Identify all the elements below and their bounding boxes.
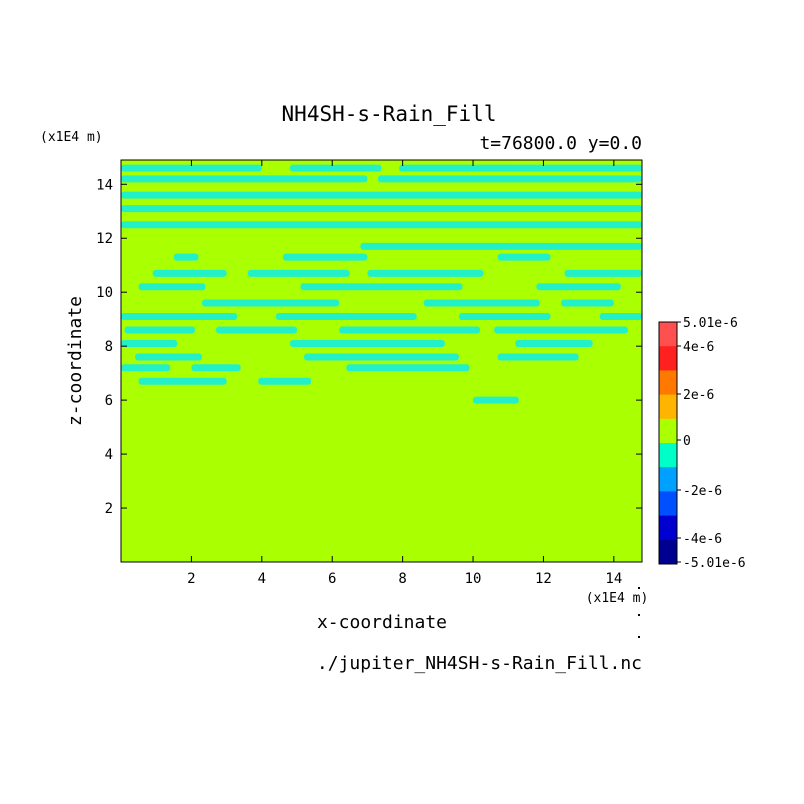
contour-band [282,253,368,261]
contour-band [536,283,621,291]
y-tick-label: 12 [96,231,113,247]
colorbar-segment [659,394,677,420]
plot-area [121,160,642,562]
contour-band [121,312,238,320]
y-axis-label: z-coordinate [65,296,86,426]
y-tick-label: 8 [105,339,113,355]
y-unit-label: (x1E4 m) [40,130,103,145]
contour-band [564,269,642,277]
contour-band [515,339,593,347]
colorbar-label: 4e-6 [683,340,714,355]
contour-bands [121,164,642,404]
colorbar-segment [659,370,677,396]
chart-title: NH4SH-s-Rain_Fill [282,102,497,126]
colorbar-segment [659,491,677,517]
contour-band [121,175,368,183]
contour-band [289,164,382,172]
contour-band [494,326,628,334]
file-name-label: ./jupiter_NH4SH-s-Rain_Fill.nc [317,653,642,674]
contour-band [423,299,540,307]
contour-band [121,221,642,229]
contour-band [121,339,178,347]
contour-band [289,339,445,347]
colorbar-label: 5.01e-6 [683,316,738,331]
contour-band [121,191,642,199]
y-axis: 2 4 6 8 10 12 14 [96,177,642,517]
x-unit-label: (x1E4 m) [586,591,649,606]
contour-band [377,175,642,183]
contour-band [599,312,642,320]
colorbar-segment [659,346,677,371]
y-tick-label: 14 [96,177,113,193]
corner-mark [638,636,640,638]
colorbar-label: -4e-6 [683,532,722,547]
colorbar-label: -2e-6 [683,484,722,499]
contour-band [124,326,195,334]
colorbar-frame [658,321,678,565]
contour-band [304,353,459,361]
colorbar-label: 2e-6 [683,388,714,403]
contour-band [173,253,199,261]
x-tick-label: 12 [535,571,552,587]
contour-band [201,299,340,307]
colorbar-segment [659,322,677,347]
colorbar-labels: 5.01e-6 4e-6 2e-6 0 -2e-6 -4e-6 -5.01e-6 [677,316,746,571]
x-tick-label: 14 [605,571,622,587]
corner-mark [638,614,640,616]
contour-band [121,164,262,172]
contour-band [121,364,171,372]
contour-band [152,269,227,277]
contour-band [497,253,551,261]
x-tick-label: 6 [328,571,336,587]
colorbar-segment [659,443,677,468]
x-tick-label: 10 [465,571,482,587]
y-tick-label: 6 [105,393,113,409]
contour-band [497,353,579,361]
colorbar [658,321,678,565]
y-tick-label: 2 [105,501,113,517]
contour-band [216,326,298,334]
colorbar-label: -5.01e-6 [683,556,746,571]
colorbar-segment [659,467,677,492]
plot-frame [120,159,643,563]
chart-subtitle: t=76800.0 y=0.0 [479,133,642,154]
corner-marks [638,587,640,638]
contour-band [473,396,519,404]
contour-band [135,353,202,361]
contour-band [561,299,614,307]
contour-band [300,283,463,291]
x-tick-label: 8 [398,571,406,587]
contour-band [360,242,642,250]
x-tick-label: 4 [258,571,266,587]
colorbar-label: 0 [683,434,691,449]
x-tick-label: 2 [187,571,195,587]
contour-band [458,312,551,320]
contour-band [275,312,417,320]
y-tick-label: 10 [96,285,113,301]
contour-band [399,164,642,172]
contour-band [346,364,470,372]
colorbar-segment [659,539,677,565]
colorbar-segment [659,418,677,444]
contour-band [367,269,484,277]
contour-band [138,377,227,385]
corner-mark [638,587,640,589]
contour-band [339,326,481,334]
contour-band [191,364,241,372]
x-axis: 2 4 6 8 10 12 14 [187,160,622,587]
contour-band [258,377,312,385]
y-tick-label: 4 [105,447,113,463]
contour-band [121,205,642,213]
contour-band [138,283,206,291]
colorbar-segment [659,515,677,541]
contour-band [247,269,350,277]
x-axis-label: x-coordinate [317,612,447,633]
